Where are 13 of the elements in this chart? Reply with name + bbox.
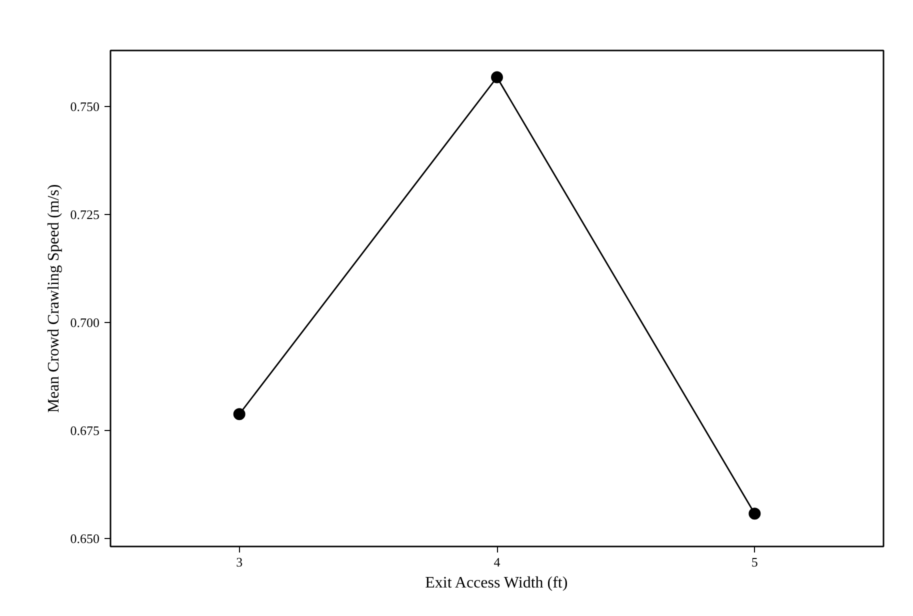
- y-tick-label: 0.750: [70, 98, 100, 114]
- x-tick-label: 4: [494, 554, 501, 570]
- point: [233, 408, 246, 420]
- x-tick-label: 3: [236, 554, 243, 570]
- point: [748, 508, 761, 520]
- y-tick-label: 0.725: [70, 206, 100, 222]
- y-tick-label: 0.700: [70, 315, 100, 330]
- point: [491, 71, 503, 84]
- y-tick-label: 0.650: [70, 531, 100, 546]
- y-tick-label: 0.675: [70, 423, 100, 438]
- x-tick-label: 5: [751, 554, 758, 570]
- x-axis-title: Exit Access Width (ft): [425, 574, 568, 592]
- y-axis-title: Mean Crowd Crawling Speed (m/s): [45, 184, 62, 413]
